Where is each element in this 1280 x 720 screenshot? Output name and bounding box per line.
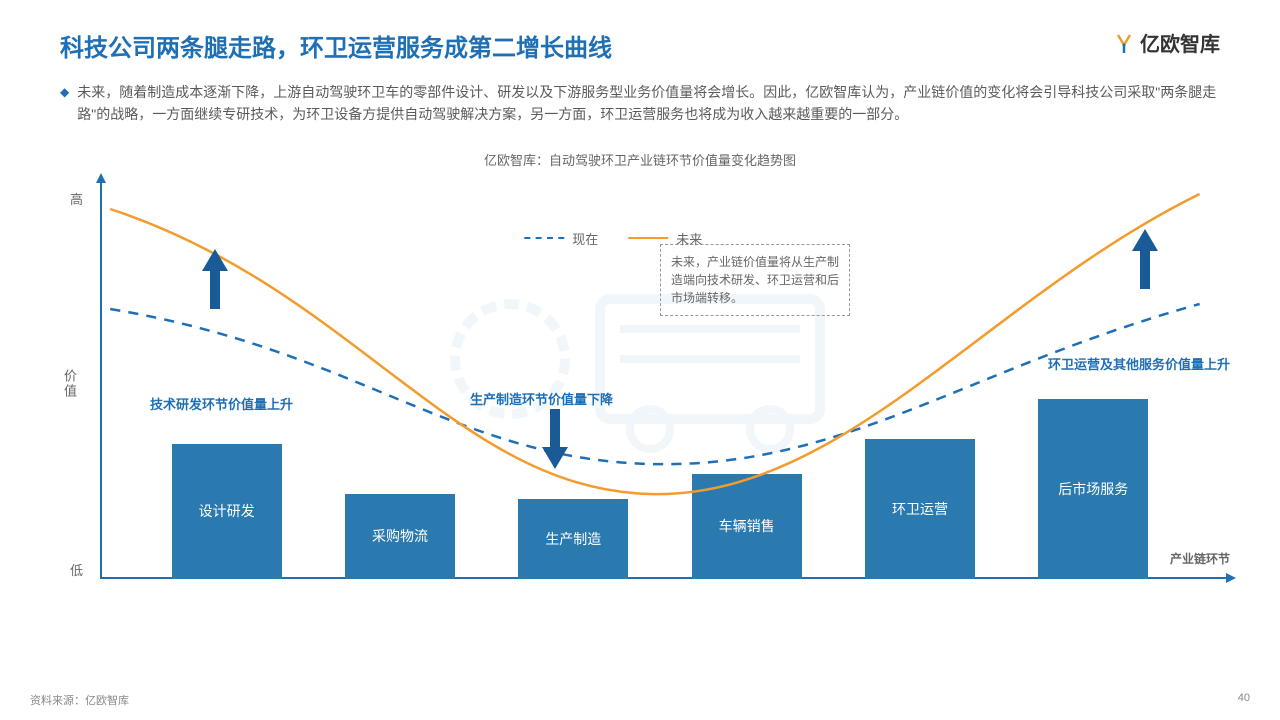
annotation-mid: 生产制造环节价值量下降 <box>470 389 613 408</box>
footer: 资料来源：亿欧智库 40 <box>30 692 1250 708</box>
axis-x-arrow-icon <box>1226 573 1236 583</box>
annotation-left: 技术研发环节价值量上升 <box>150 394 293 413</box>
legend-now-line-icon <box>524 237 564 239</box>
legend-future-label: 未来 <box>676 229 702 248</box>
legend-future-line-icon <box>628 237 668 239</box>
arrow-up-left-icon <box>200 249 230 309</box>
description-text: 未来，随着制造成本逐渐下降，上游自动驾驶环卫车的零部件设计、研发以及下游服务型业… <box>77 81 1220 126</box>
page-number: 40 <box>1238 692 1250 708</box>
chart-textbox: 未来，产业链价值量将从生产制造端向技术研发、环卫运营和后市场端转移。 <box>660 244 850 316</box>
chart-legend: 现在 未来 <box>524 229 702 248</box>
chart-subtitle: 亿欧智库：自动驾驶环卫产业链环节价值量变化趋势图 <box>0 150 1280 169</box>
description-block: ◆ 未来，随着制造成本逐渐下降，上游自动驾驶环卫车的零部件设计、研发以及下游服务… <box>0 63 1280 126</box>
page-title: 科技公司两条腿走路，环卫运营服务成第二增长曲线 <box>60 28 612 63</box>
chart-area: 高 价值 低 设计研发采购物流生产制造车辆销售环卫运营后市场服务 <box>60 189 1220 619</box>
arrow-up-right-icon <box>1130 229 1160 289</box>
y-label-low: 低 <box>70 560 83 579</box>
footer-source: 资料来源：亿欧智库 <box>30 692 129 708</box>
legend-now-label: 现在 <box>572 229 598 248</box>
curve-now <box>110 304 1199 464</box>
y-axis: 高 价值 低 <box>60 189 100 579</box>
legend-future: 未来 <box>628 229 702 248</box>
logo-text: 亿欧智库 <box>1140 28 1220 57</box>
y-label-high: 高 <box>70 189 83 208</box>
bullet-icon: ◆ <box>60 85 69 99</box>
arrow-down-mid-icon <box>540 409 570 469</box>
axis-y-arrow-icon <box>96 173 106 183</box>
annotation-right: 环卫运营及其他服务价值量上升 <box>1048 354 1230 373</box>
logo: 亿欧智库 <box>1112 28 1220 57</box>
y-label-value: 价值 <box>60 369 79 399</box>
legend-now: 现在 <box>524 229 598 248</box>
x-axis-label: 产业链环节 <box>1170 550 1230 567</box>
logo-icon <box>1112 31 1136 55</box>
